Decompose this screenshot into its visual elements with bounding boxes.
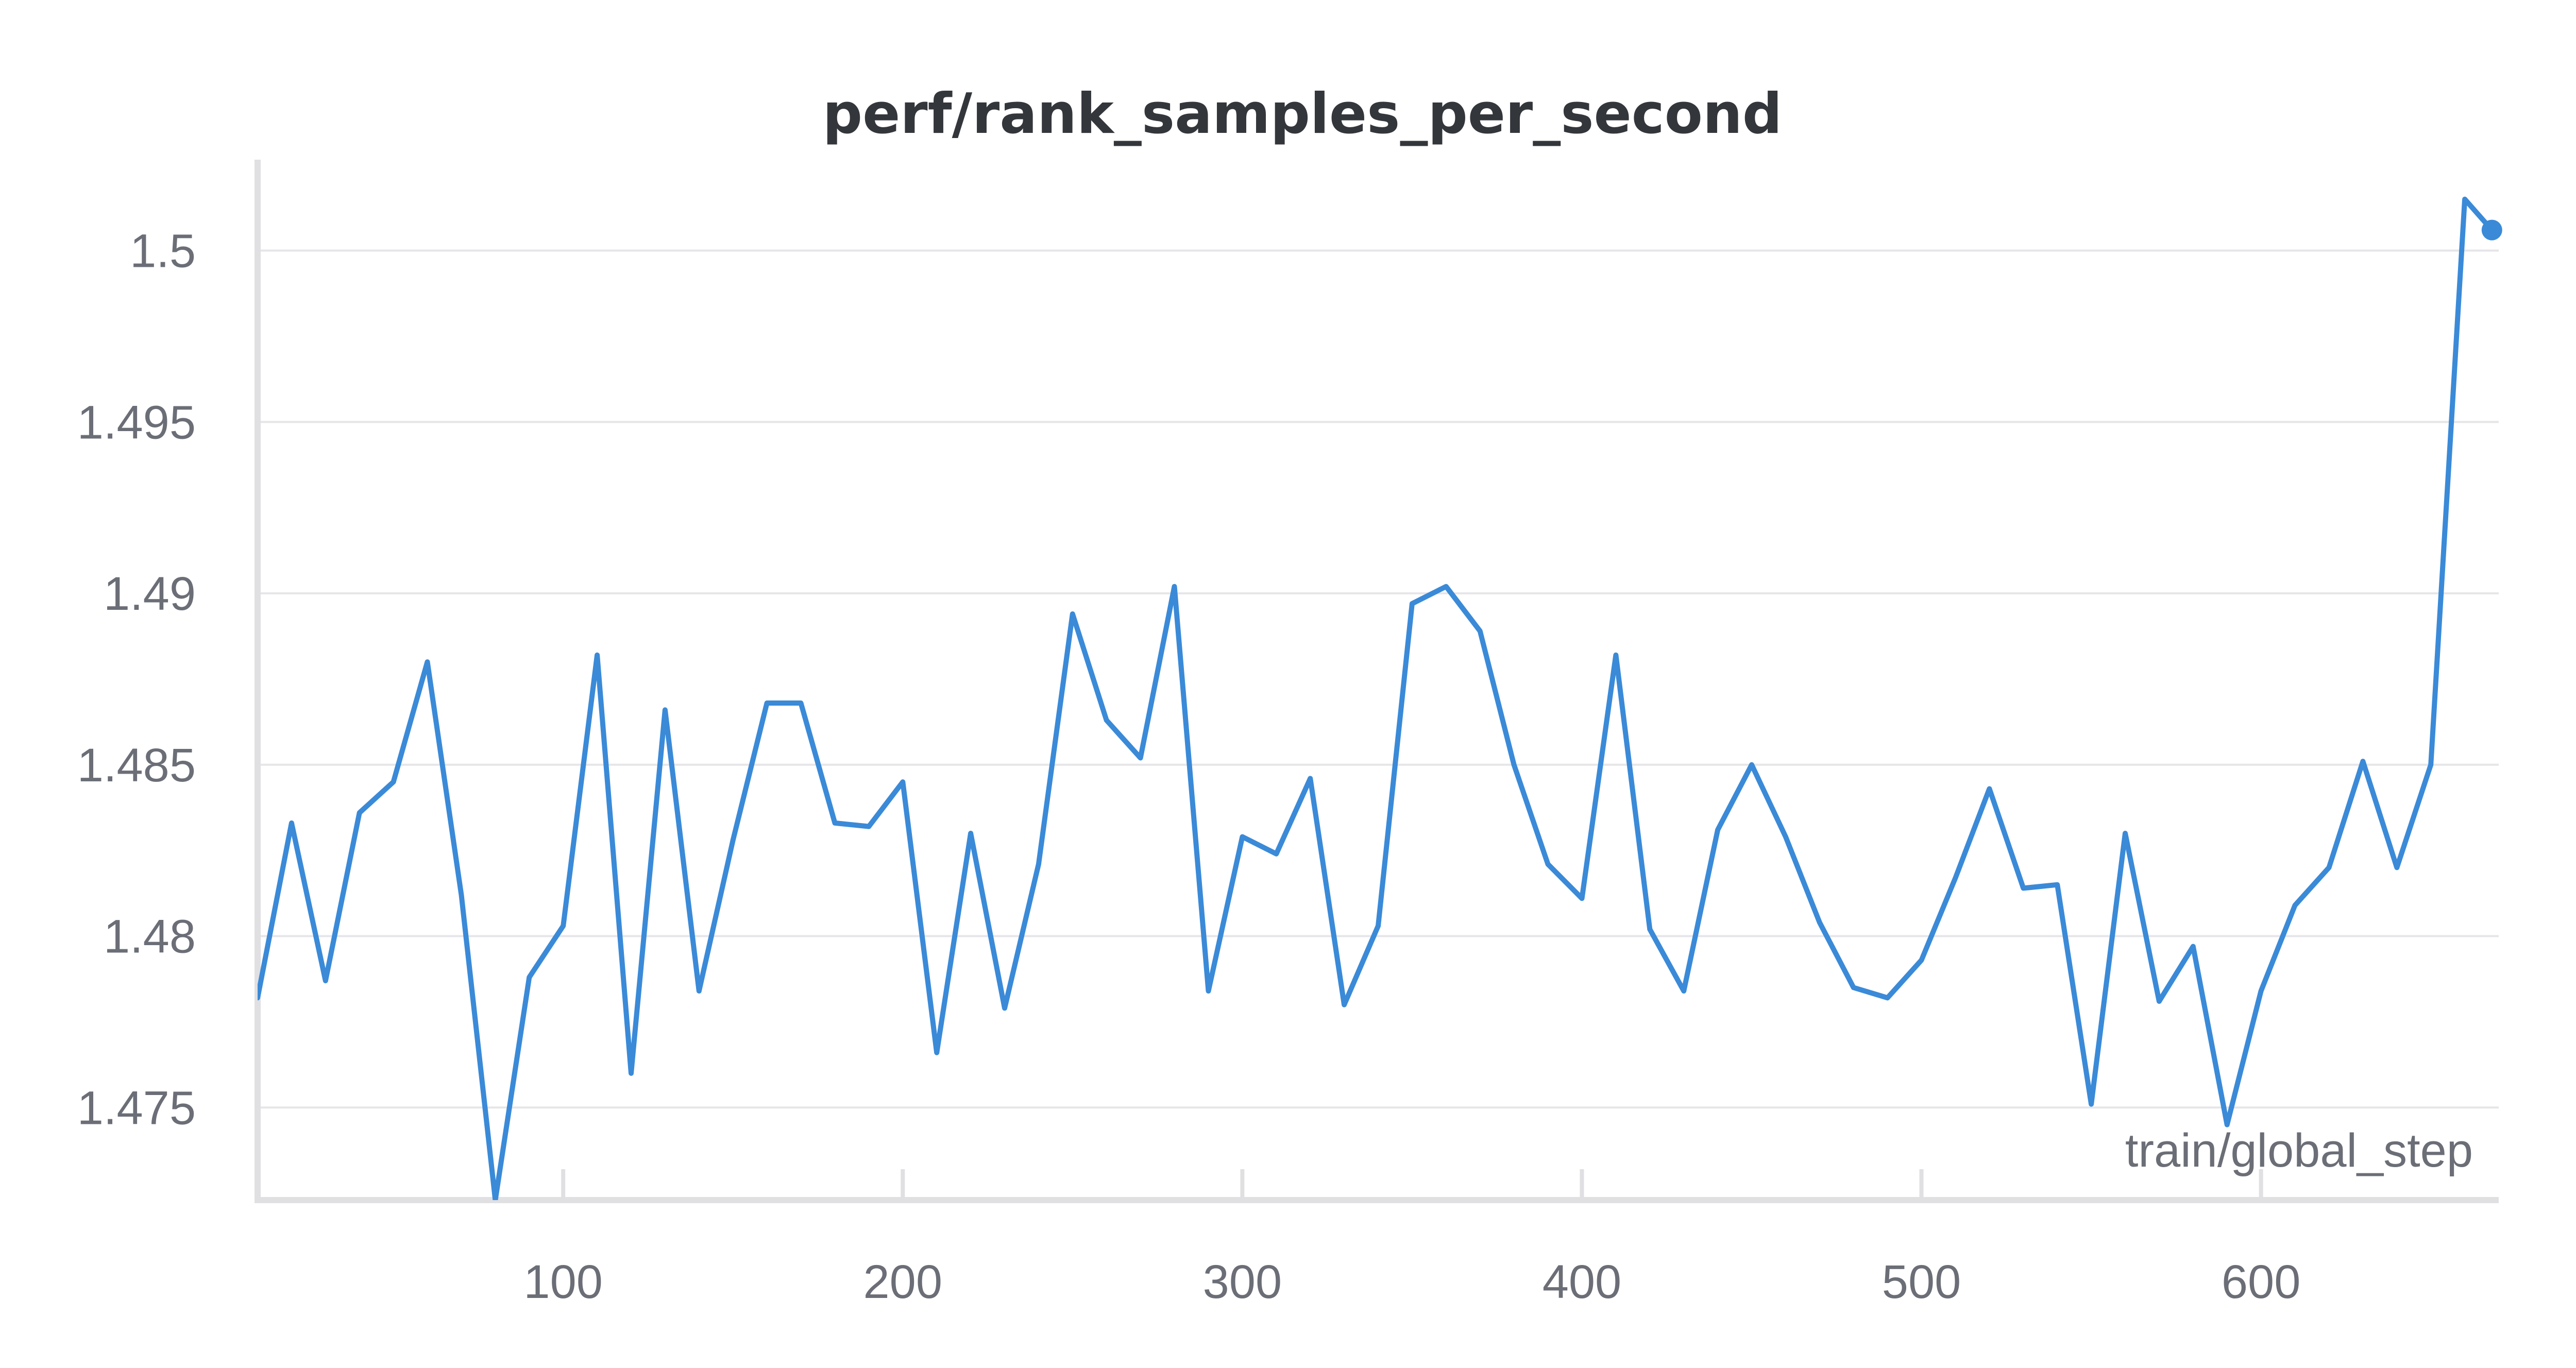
x-tick-label: 200 [863, 1256, 943, 1308]
series-group [258, 196, 2502, 1200]
y-tick-labels: 1.475 1.48 1.485 1.49 1.495 1.5 [77, 225, 196, 1135]
y-tick-label: 1.485 [77, 739, 196, 792]
chart-title: perf/rank_samples_per_second [823, 82, 1782, 146]
axes [255, 160, 2499, 1203]
x-axis-label: train/global_step [2125, 1124, 2473, 1177]
x-tick-labels: 100 200 300 400 500 600 [523, 1256, 2300, 1308]
x-tick-label: 300 [1203, 1256, 1282, 1308]
x-tick-label: 500 [1882, 1256, 1961, 1308]
grid-lines [258, 249, 2499, 1109]
series-endpoint [2481, 219, 2502, 241]
y-tick-label: 1.495 [77, 396, 196, 449]
y-tick-label: 1.49 [104, 568, 196, 620]
x-tick-label: 600 [2222, 1256, 2301, 1308]
y-tick-label: 1.48 [104, 911, 196, 963]
y-tick-label: 1.5 [130, 225, 196, 278]
y-tick-label: 1.475 [77, 1082, 196, 1134]
x-tick-label: 400 [1543, 1256, 1622, 1308]
series-line [258, 196, 2495, 1200]
x-tick-label: 100 [523, 1256, 603, 1308]
